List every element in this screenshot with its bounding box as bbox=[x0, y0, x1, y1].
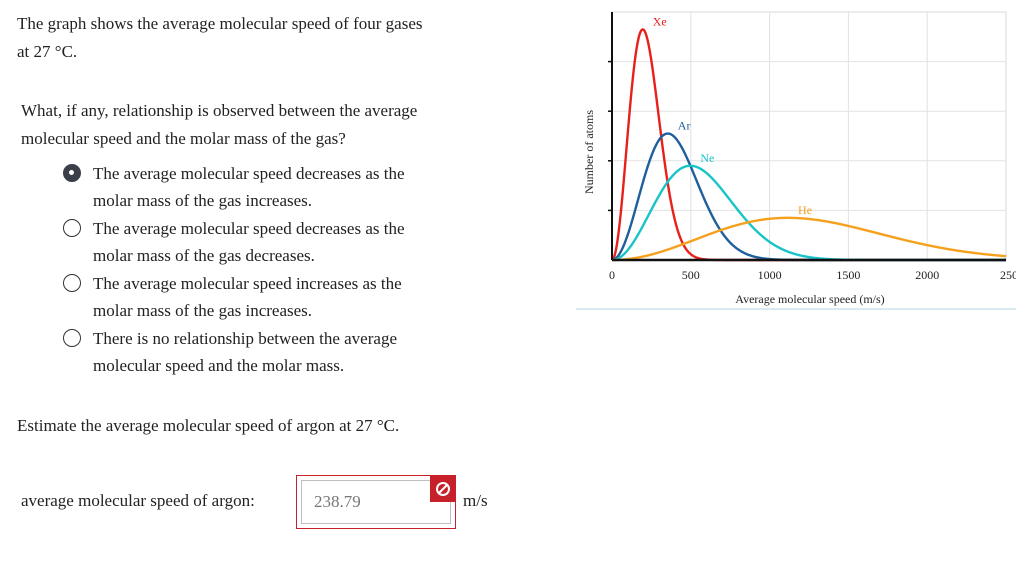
unit-label: m/s bbox=[463, 491, 488, 510]
question-line-2: molecular speed and the molar mass of th… bbox=[21, 129, 346, 148]
curve-he bbox=[612, 216, 1007, 262]
radio-button-3[interactable] bbox=[63, 274, 81, 292]
x-tick-label: 0 bbox=[609, 268, 615, 282]
intro-text: The graph shows the average molecular sp… bbox=[17, 10, 517, 66]
intro-line-1: The graph shows the average molecular sp… bbox=[17, 14, 423, 33]
option-3[interactable]: The average molecular speed increases as… bbox=[62, 270, 482, 324]
option-2-line-1: The average molecular speed decreases as… bbox=[93, 219, 405, 238]
question-line-1: What, if any, relationship is observed b… bbox=[21, 101, 418, 120]
x-tick-label: 2000 bbox=[915, 268, 939, 282]
curve-label-he: He bbox=[798, 203, 812, 217]
speed-distribution-chart: Xe Ar Ne He 0 500 1000 1500 2000 250 Number of a… bbox=[576, 11, 1016, 310]
answer-label: average molecular speed of argon: bbox=[21, 491, 255, 510]
speed-input[interactable] bbox=[301, 480, 451, 524]
radio-button-1[interactable] bbox=[63, 164, 81, 182]
option-2-line-2: molar mass of the gas decreases. bbox=[93, 246, 315, 265]
curve-xe bbox=[611, 28, 1006, 262]
x-tick-label: 1500 bbox=[836, 268, 860, 282]
chart-curves: Xe Ar Ne He bbox=[611, 14, 1007, 262]
curve-label-ne: Ne bbox=[700, 151, 714, 165]
answer-options: The average molecular speed decreases as… bbox=[62, 160, 482, 380]
curve-label-ar: Ar bbox=[678, 119, 691, 133]
x-tick-label: 500 bbox=[682, 268, 700, 282]
chart-axes bbox=[608, 12, 1006, 262]
chart-plot-frame bbox=[611, 11, 1007, 261]
curve-label-xe: Xe bbox=[653, 14, 667, 28]
no-entry-icon bbox=[436, 482, 450, 496]
question-text: What, if any, relationship is observed b… bbox=[21, 97, 521, 153]
option-1-line-2: molar mass of the gas increases. bbox=[93, 191, 313, 210]
option-4-line-1: There is no relationship between the ave… bbox=[93, 329, 397, 348]
option-4-line-2: molecular speed and the molar mass. bbox=[93, 356, 345, 375]
chart-tick-labels: 0 500 1000 1500 2000 250 bbox=[609, 268, 1016, 282]
intro-line-2: at 27 °C. bbox=[17, 42, 78, 61]
radio-button-4[interactable] bbox=[63, 329, 81, 347]
y-axis-label: Number of atoms bbox=[582, 110, 596, 194]
estimate-prompt: Estimate the average molecular speed of … bbox=[17, 416, 400, 435]
error-icon[interactable] bbox=[430, 476, 456, 502]
x-axis-label: Average molecular speed (m/s) bbox=[735, 292, 884, 306]
option-4[interactable]: There is no relationship between the ave… bbox=[62, 325, 482, 379]
option-1[interactable]: The average molecular speed decreases as… bbox=[62, 160, 482, 214]
chart-grid bbox=[611, 11, 1007, 261]
option-1-line-1: The average molecular speed decreases as… bbox=[93, 164, 405, 183]
option-2[interactable]: The average molecular speed decreases as… bbox=[62, 215, 482, 269]
x-tick-label: 250 bbox=[1000, 268, 1016, 282]
option-3-line-2: molar mass of the gas increases. bbox=[93, 301, 313, 320]
radio-button-2[interactable] bbox=[63, 219, 81, 237]
answer-box-error-outline bbox=[296, 475, 456, 529]
x-tick-label: 1000 bbox=[758, 268, 782, 282]
option-3-line-1: The average molecular speed increases as… bbox=[93, 274, 402, 293]
